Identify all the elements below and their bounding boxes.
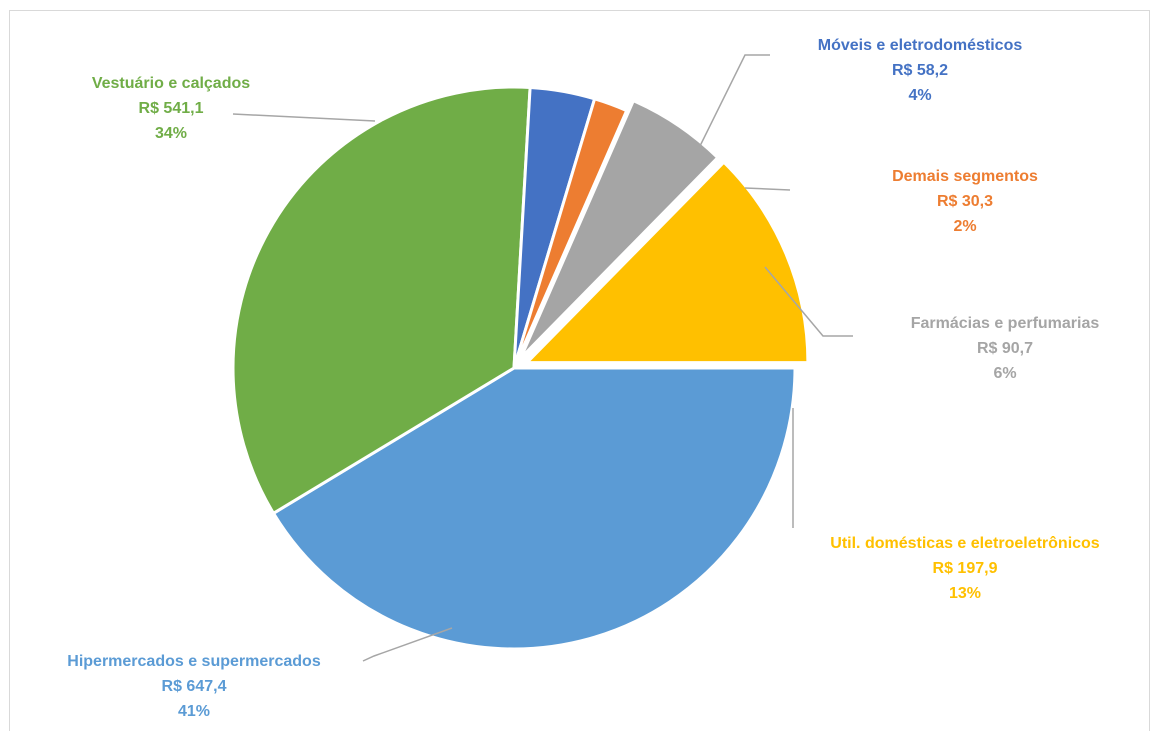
label-value: R$ 197,9	[932, 560, 998, 577]
label-percent: 34%	[154, 125, 188, 142]
pie-slice-util-domesticas	[523, 160, 810, 365]
pie-slice-hipermercados	[271, 366, 797, 651]
label-demais-segmentos: Demais segmentos R$ 30,3 2%	[855, 164, 1075, 239]
label-farmacias: Farmácias e perfumarias R$ 90,7 6%	[870, 311, 1140, 386]
label-percent: 6%	[993, 365, 1017, 382]
pie-slice-farmacias	[519, 98, 720, 360]
leader-line-vestuario	[232, 113, 376, 122]
label-percent: 4%	[908, 87, 932, 104]
leader-line-hipermercados	[362, 627, 453, 662]
label-value: R$ 541,1	[138, 100, 204, 117]
leader-line-demais-segmentos	[744, 187, 791, 191]
label-percent: 41%	[177, 703, 211, 720]
label-name: Hipermercados e supermercados	[67, 653, 321, 670]
pie-slices	[231, 85, 810, 651]
label-percent: 2%	[953, 218, 977, 235]
label-value: R$ 58,2	[891, 62, 949, 79]
label-vestuario: Vestuário e calçados R$ 541,1 34%	[46, 71, 296, 146]
label-value: R$ 647,4	[161, 678, 227, 695]
leader-line-moveis	[699, 54, 770, 147]
label-name: Demais segmentos	[892, 168, 1038, 185]
label-name: Farmácias e perfumarias	[910, 315, 1100, 332]
label-name: Util. domésticas e eletroeletrônicos	[830, 535, 1100, 552]
leader-line-farmacias	[764, 266, 853, 337]
label-util-domesticas: Util. domésticas e eletroeletrônicos R$ …	[780, 531, 1150, 606]
chart-frame	[9, 10, 1150, 731]
label-hipermercados: Hipermercados e supermercados R$ 647,4 4…	[14, 649, 374, 724]
label-value: R$ 30,3	[936, 193, 994, 210]
label-moveis: Móveis e eletrodomésticos R$ 58,2 4%	[770, 33, 1070, 108]
pie-slice-demais-segmentos	[512, 96, 629, 369]
leader-lines	[232, 54, 853, 662]
label-value: R$ 90,7	[976, 340, 1034, 357]
label-percent: 13%	[948, 585, 982, 602]
pie-slice-vestuario	[231, 85, 532, 516]
label-name: Vestuário e calçados	[91, 75, 251, 92]
label-name: Móveis e eletrodomésticos	[817, 37, 1023, 54]
